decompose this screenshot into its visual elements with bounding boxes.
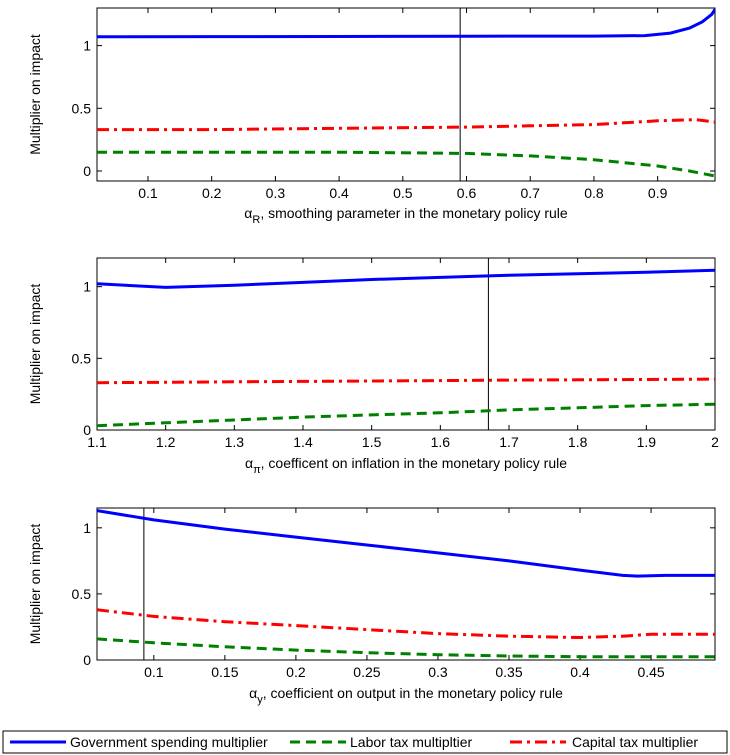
x-tick-label: 0.8 [584,185,604,201]
y-axis-label: Multiplier on impact [27,524,43,645]
series-line-2 [97,402,715,428]
series-line-1 [97,509,715,578]
x-tick-label: 1.9 [637,434,657,450]
x-tick-label: 0.15 [211,664,238,680]
x-tick-label: 1.8 [568,434,588,450]
x-tick-label: 0.2 [286,664,306,680]
x-tick-label: 0.4 [570,664,590,680]
x-tick-label: 0.6 [457,185,477,201]
x-tick-label: 1.1 [87,434,107,450]
x-tick-label: 0.7 [521,185,541,201]
series-line-3 [97,377,715,385]
plot-frame [96,507,716,661]
series-line-3 [97,608,715,640]
legend-label-2: Labor tax multipltier [350,734,473,750]
x-tick-label: 0.9 [648,185,668,201]
legend-box [2,730,728,754]
x-tick-label: 1.4 [293,434,313,450]
x-tick-label: 1.6 [431,434,451,450]
y-tick-label: 0 [83,422,91,438]
y-tick-label: 0.5 [72,350,92,366]
x-tick-label: 0.4 [329,185,349,201]
x-tick-label: 1.5 [362,434,382,450]
x-tick-label: 1.2 [156,434,176,450]
legend: Government spending multiplier Labor tax … [2,730,728,754]
plot-frame [96,7,716,182]
series-line-1 [97,8,715,39]
x-tick-label: 0.45 [637,664,664,680]
y-tick-label: 0.5 [72,100,92,116]
plot-frame [96,257,716,431]
chart-panel-1: 0.1 0.2 0.3 0.4 0.5 0.6 0.7 0.8 0.9 0 0.5 1 αR, smoo… [27,7,716,226]
series-line-2 [97,150,715,178]
x-tick-label: 0.35 [495,664,522,680]
y-tick-label: 0 [83,163,91,179]
series-line-1 [97,268,715,289]
chart-panel-3: 0.1 0.15 0.2 0.25 0.3 0.35 0.4 0.45 0 0.5 1 αy, coe… [27,507,716,706]
legend-label-1: Government spending multiplier [70,734,268,750]
legend-label-3: Capital tax multiplier [572,734,698,750]
x-axis-label: αy, coefficient on output in the monetar… [249,685,563,706]
x-tick-label: 0.2 [202,185,222,201]
x-tick-label: 0.3 [266,185,286,201]
x-tick-label: 1.3 [225,434,245,450]
y-tick-label: 0.5 [72,586,92,602]
chart-panel-2: 1.1 1.2 1.3 1.4 1.5 1.6 1.7 1.8 1.9 2 0 0.5 1 απ, coe… [27,257,719,476]
y-tick-label: 0 [83,652,91,668]
series-line-3 [97,118,715,132]
x-tick-label: 0.25 [353,664,380,680]
y-tick-label: 1 [83,38,91,54]
x-tick-label: 0.1 [144,664,164,680]
x-tick-label: 0.1 [138,185,158,201]
x-tick-label: 2 [711,434,719,450]
y-tick-label: 1 [83,520,91,536]
y-tick-label: 1 [83,279,91,295]
series-line-2 [97,637,715,659]
x-tick-label: 1.7 [499,434,519,450]
x-axis-label: απ, coefficent on inflation in the monet… [245,455,567,476]
y-axis-label: Multiplier on impact [27,284,43,405]
x-tick-label: 0.3 [428,664,448,680]
x-axis-label: αR, smoothing parameter in the monetary … [244,205,568,226]
y-axis-label: Multiplier on impact [27,34,43,155]
x-tick-label: 0.5 [393,185,413,201]
